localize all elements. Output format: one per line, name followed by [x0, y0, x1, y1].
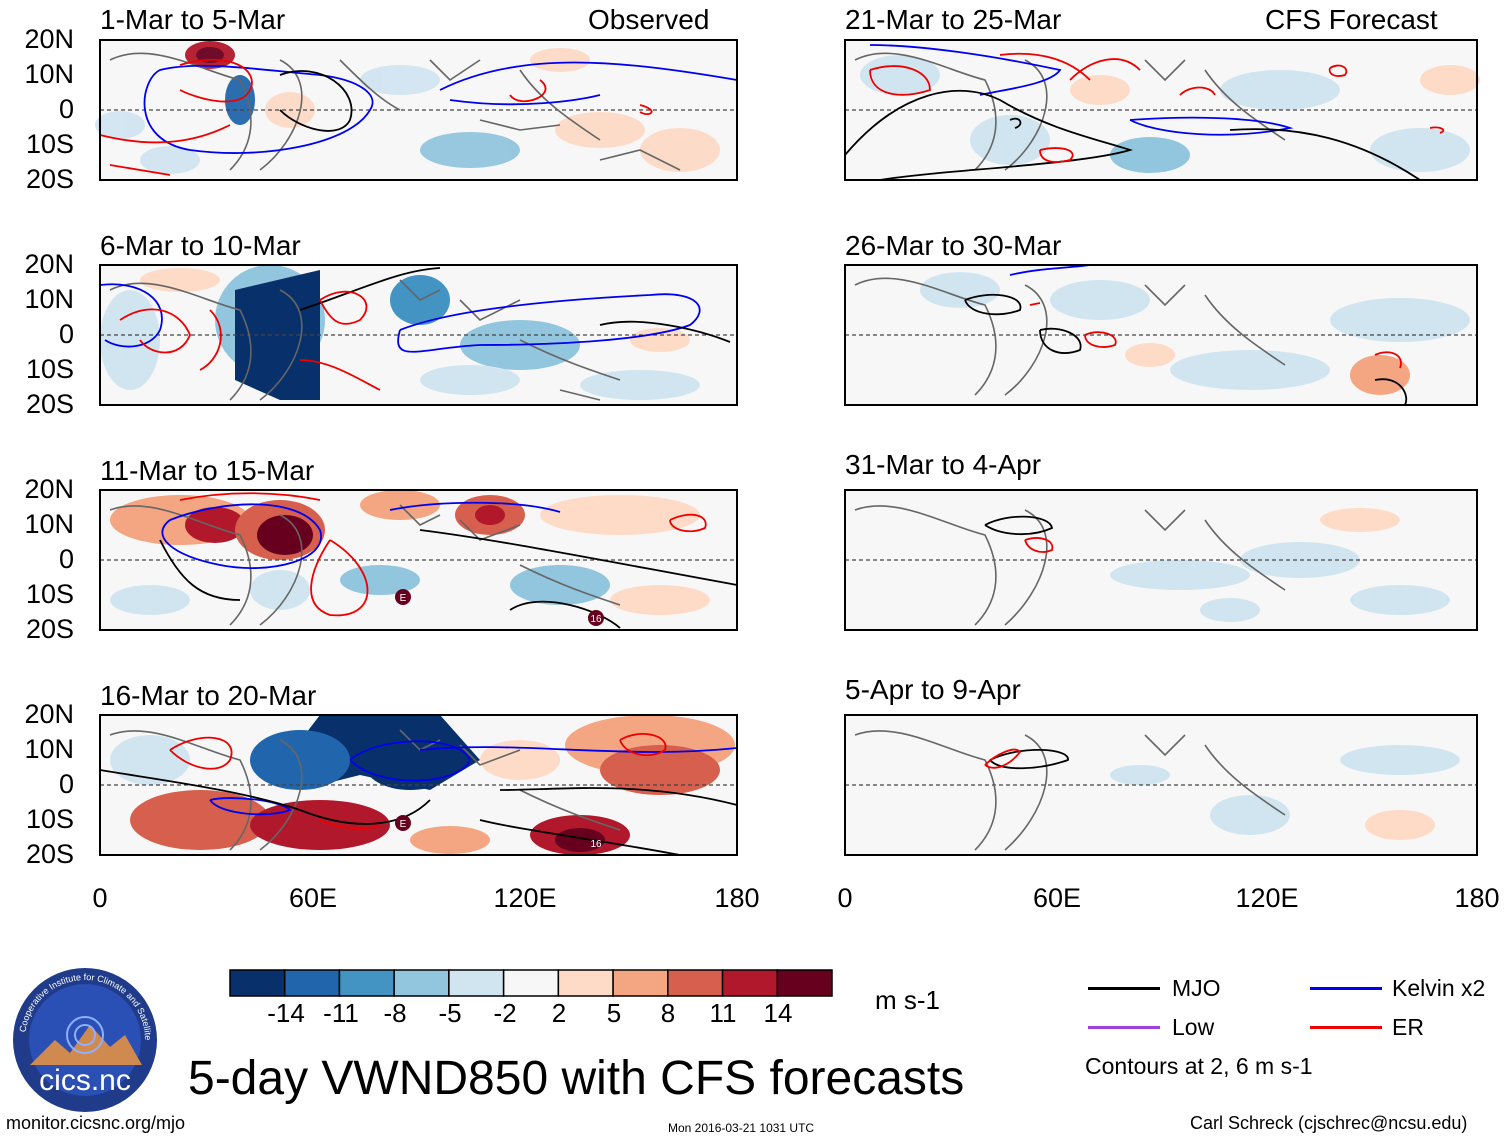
lat-label: 10N [24, 284, 74, 314]
map-panel-fc-4 [844, 714, 1478, 856]
lon-label: 180 [714, 883, 760, 913]
panel-title-fc-1: 21-Mar to 25-Mar [845, 4, 1062, 35]
colorbar-box [283, 969, 341, 997]
lon-label: 60E [1032, 883, 1082, 913]
colorbar [229, 969, 833, 997]
legend-swatch-mjo [1088, 987, 1160, 990]
lon-label: 120E [1235, 883, 1299, 913]
observed-label: Observed [588, 4, 710, 35]
forecast-label: CFS Forecast [1265, 4, 1438, 35]
lat-label: 20S [25, 164, 74, 194]
lat-label: 10N [24, 59, 74, 89]
panel-title-obs-4: 16-Mar to 20-Mar [100, 680, 317, 711]
map-panel-fc-2 [844, 264, 1478, 406]
footer-author: Carl Schreck (cjschrec@ncsu.edu) [1190, 1113, 1468, 1133]
colorbar-label: 2 [551, 998, 567, 1028]
colorbar-box [229, 969, 286, 997]
colorbar-box [612, 969, 669, 997]
legend-swatch-kelvin [1310, 987, 1382, 990]
legend-label-mjo: MJO [1172, 975, 1221, 1001]
colorbar-box [667, 969, 724, 997]
lat-label: 20N [24, 699, 74, 729]
panel-title-fc-4: 5-Apr to 9-Apr [845, 674, 1021, 705]
colorbar-label: 5 [606, 998, 622, 1028]
colorbar-label: 14 [763, 998, 793, 1028]
map-panel-obs-1 [95, 39, 738, 181]
lon-label: 60E [288, 883, 338, 913]
colorbar-box [721, 969, 779, 997]
lat-label: 10S [25, 579, 74, 609]
colorbar-label: -2 [493, 998, 517, 1028]
lat-label: 20S [25, 839, 74, 869]
lat-label: 10N [24, 734, 74, 764]
storm-marker-label: 16 [590, 839, 602, 850]
legend-swatch-er [1310, 1026, 1382, 1029]
colorbar-box [557, 969, 614, 997]
lat-label: 10S [25, 354, 74, 384]
colorbar-box [338, 969, 395, 997]
colorbar-box [448, 969, 505, 997]
lon-label: 0 [837, 883, 853, 913]
lat-label: 0 [58, 544, 74, 574]
colorbar-box [393, 969, 450, 997]
colorbar-box [776, 969, 833, 997]
map-panel-fc-1 [844, 39, 1480, 181]
map-panels: E 16 E 16 [95, 39, 1480, 856]
legend-label-kelvin: Kelvin x2 [1392, 975, 1486, 1001]
map-panel-obs-2 [99, 264, 738, 406]
lat-label: 20S [25, 389, 74, 419]
lat-label: 20S [25, 614, 74, 644]
panel-title-obs-1: 1-Mar to 5-Mar [100, 4, 286, 35]
lat-label: 0 [58, 769, 74, 799]
cics-logo: cics.nc Cooperative Institute for Climat… [10, 965, 157, 1112]
colorbar-label: -5 [438, 998, 462, 1028]
panel-title-obs-3: 11-Mar to 15-Mar [100, 455, 315, 486]
lat-label: 20N [24, 249, 74, 279]
colorbar-label: 11 [709, 998, 737, 1028]
lon-label: 180 [1454, 883, 1500, 913]
colorbar-label: -8 [383, 998, 407, 1028]
map-panel-obs-3: E 16 [99, 489, 738, 631]
main-title: 5-day VWND850 with CFS forecasts [188, 1052, 965, 1105]
storm-marker-label: E [400, 593, 407, 604]
lat-label: 20N [24, 474, 74, 504]
map-panel-obs-4: E 16 [99, 714, 738, 856]
colorbar-units: m s-1 [875, 985, 940, 1015]
legend-note: Contours at 2, 6 m s-1 [1085, 1053, 1313, 1079]
colorbar-label: 8 [660, 998, 676, 1028]
storm-marker-label: 16 [590, 614, 602, 625]
legend-label-low: Low [1172, 1014, 1215, 1040]
colorbar-label: -14 [267, 998, 305, 1028]
footer-url: monitor.cicsnc.org/mjo [6, 1113, 186, 1133]
legend-swatch-low [1088, 1026, 1160, 1029]
lat-label: 10N [24, 509, 74, 539]
logo-text: cics.nc [39, 1064, 131, 1097]
storm-marker-label: E [400, 819, 407, 830]
footer-timestamp: Mon 2016-03-21 1031 UTC [668, 1121, 815, 1135]
lat-label: 10S [25, 804, 74, 834]
colorbar-label: -11 [323, 998, 359, 1028]
panel-title-fc-3: 31-Mar to 4-Apr [845, 449, 1042, 480]
panel-title-fc-2: 26-Mar to 30-Mar [845, 230, 1062, 261]
lon-label: 0 [92, 883, 108, 913]
lon-label: 120E [493, 883, 557, 913]
lat-label: 0 [58, 94, 74, 124]
lat-label: 0 [58, 319, 74, 349]
colorbar-box [502, 969, 560, 997]
lat-label: 10S [25, 129, 74, 159]
lat-label: 20N [24, 24, 74, 54]
legend-label-er: ER [1392, 1014, 1424, 1040]
map-panel-fc-3 [844, 489, 1478, 631]
panel-title-obs-2: 6-Mar to 10-Mar [100, 230, 301, 261]
